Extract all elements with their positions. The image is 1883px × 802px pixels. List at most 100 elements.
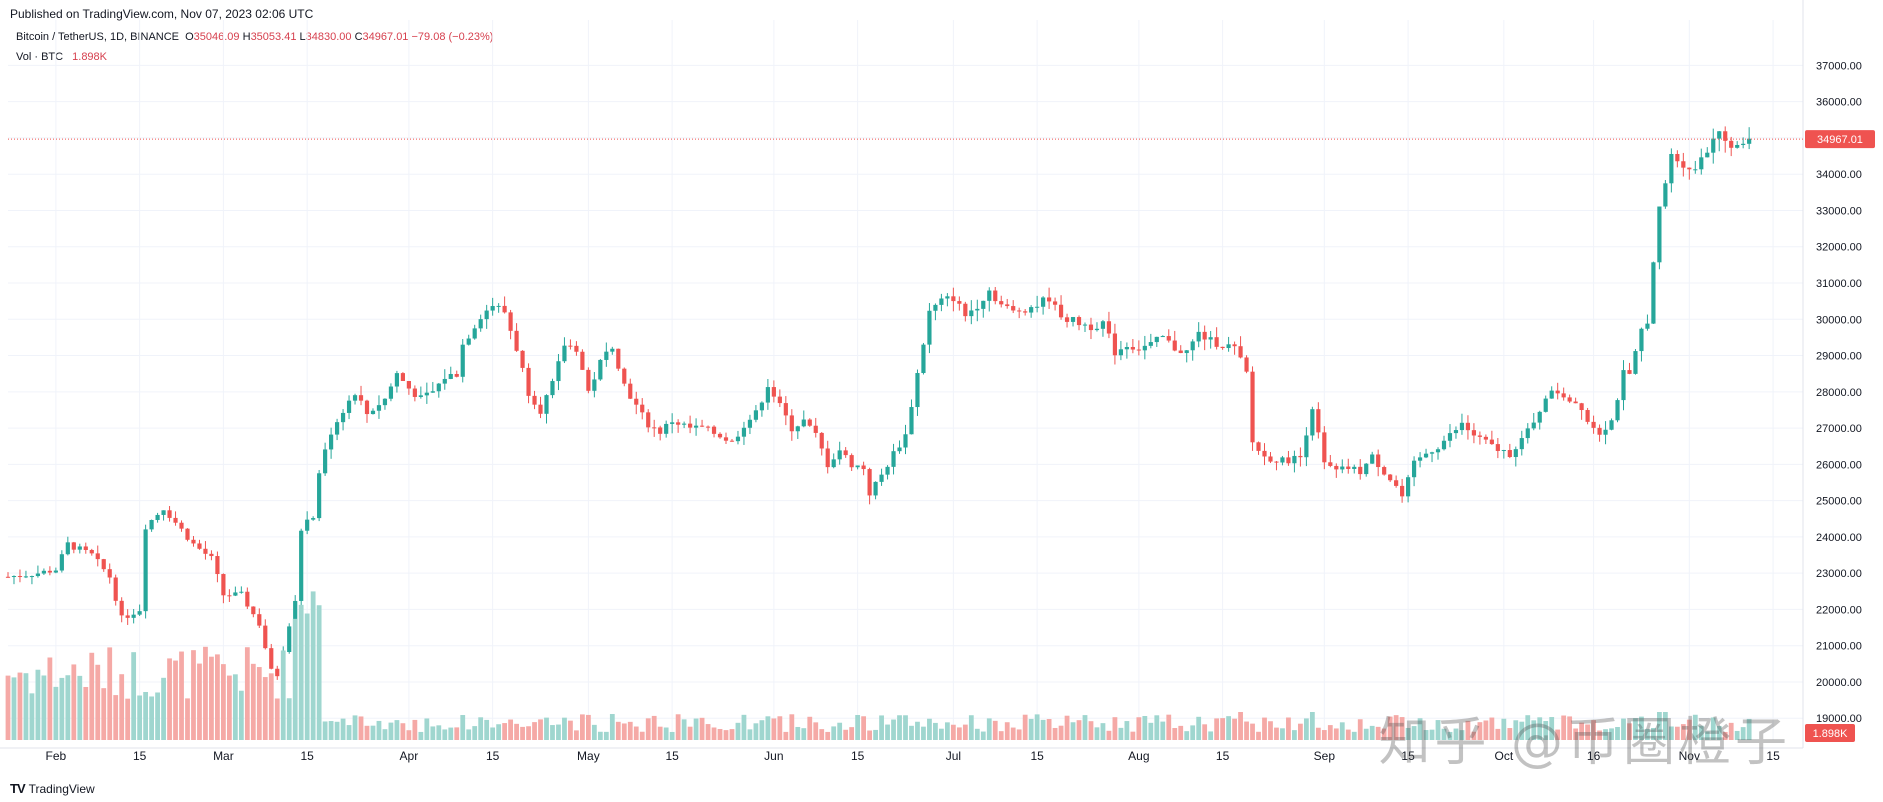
- candle-body: [329, 434, 334, 450]
- volume-bar: [1034, 714, 1040, 740]
- volume-bar: [765, 716, 771, 740]
- volume-bar: [1124, 721, 1130, 740]
- candle-body: [47, 570, 52, 573]
- candle-body: [1459, 422, 1465, 431]
- volume-bar: [125, 698, 131, 740]
- candle-body: [101, 559, 106, 570]
- volume-bar: [1232, 718, 1237, 740]
- candle-body: [352, 395, 358, 401]
- volume-bar: [801, 728, 807, 740]
- volume-bar: [1543, 721, 1549, 740]
- volume-bar: [1268, 721, 1273, 740]
- candle-body: [382, 398, 388, 406]
- candle-body: [1172, 340, 1177, 351]
- volume-bar: [328, 721, 334, 740]
- volume-bar: [849, 727, 855, 740]
- candle-body: [508, 312, 513, 331]
- candle-body: [1429, 452, 1435, 454]
- volume-bar: [406, 730, 412, 740]
- candle-body: [1088, 324, 1094, 331]
- candle-body: [1525, 428, 1530, 439]
- candle-body: [119, 600, 124, 616]
- candle-body: [1507, 450, 1512, 458]
- volume-bar: [939, 728, 944, 740]
- x-tick-label: Mar: [213, 749, 234, 763]
- candle-body: [825, 448, 830, 468]
- candle-body: [107, 569, 112, 578]
- volume-legend[interactable]: Vol · BTC 1.898K: [16, 51, 107, 63]
- candle-body: [53, 570, 58, 573]
- ohlc-close: 34967.01: [362, 31, 409, 43]
- candle-body: [1358, 466, 1363, 475]
- candle-body: [544, 395, 549, 414]
- candle-body: [1011, 306, 1016, 311]
- y-tick-label: 21000.00: [1816, 641, 1862, 653]
- candle-body: [1729, 140, 1734, 148]
- candle-body: [676, 422, 681, 425]
- volume-bar: [1615, 726, 1620, 740]
- candle-body: [340, 412, 346, 423]
- candle-body: [1411, 460, 1417, 478]
- volume-bar: [1465, 720, 1471, 740]
- candle-body: [610, 348, 615, 352]
- candle-body: [221, 574, 226, 596]
- volume-bar: [580, 714, 585, 740]
- watermark-text: 知乎 @币圈橙子: [1378, 713, 1791, 773]
- y-tick-label: 28000.00: [1816, 387, 1862, 399]
- candle-body: [1735, 144, 1740, 148]
- candle-body: [933, 304, 938, 311]
- candle-body: [59, 554, 64, 571]
- y-tick-label: 19000.00: [1816, 713, 1862, 725]
- candle-body: [717, 433, 723, 438]
- volume-bar: [1716, 726, 1722, 740]
- candle-body: [1723, 131, 1728, 141]
- candle-body: [89, 549, 94, 554]
- candle-body: [981, 300, 986, 309]
- candle-body: [161, 510, 166, 515]
- candle-body: [1555, 390, 1560, 394]
- volume-bar: [532, 722, 537, 740]
- candle-body: [759, 402, 764, 411]
- candle-body: [1316, 409, 1321, 433]
- footer-branding[interactable]: TV TradingView: [10, 781, 95, 796]
- candle-body: [616, 348, 621, 369]
- candle-body: [1651, 262, 1656, 324]
- candle-body: [442, 378, 447, 384]
- volume-bar: [562, 717, 567, 740]
- y-tick-label: 25000.00: [1816, 496, 1862, 508]
- candle-body: [693, 425, 699, 428]
- volume-bar: [1639, 716, 1644, 740]
- candle-body: [466, 338, 471, 345]
- candle-body: [1364, 463, 1369, 475]
- volume-bar: [1136, 717, 1142, 740]
- volume-bar: [1609, 728, 1614, 740]
- candle-body: [1501, 450, 1506, 452]
- candle-body: [233, 592, 238, 596]
- candle-body: [1286, 457, 1291, 464]
- candle-body: [1388, 474, 1393, 481]
- candle-body: [209, 553, 214, 557]
- volume-bar: [783, 731, 789, 740]
- candle-body: [1196, 331, 1201, 342]
- candle-body: [1058, 304, 1064, 318]
- volume-bar: [950, 724, 956, 740]
- candle-body: [711, 426, 717, 434]
- volume-bar: [1250, 723, 1255, 740]
- candle-body: [568, 345, 573, 347]
- volume-bar: [424, 718, 430, 740]
- candle-body: [765, 387, 770, 403]
- ohlc-open-label: O: [185, 31, 194, 43]
- x-tick-label: May: [577, 749, 600, 763]
- ohlc-low: 34830.00: [305, 31, 352, 43]
- candle-body: [640, 404, 645, 413]
- candle-body: [1094, 328, 1100, 331]
- candle-body: [747, 419, 753, 428]
- volume-bar: [1501, 718, 1507, 740]
- symbol-legend[interactable]: Bitcoin / TetherUS, 1D, BINANCE O35046.0…: [16, 31, 493, 43]
- candle-body: [891, 451, 896, 467]
- candle-body: [526, 367, 531, 396]
- volume-bar: [1645, 728, 1650, 740]
- volume-bar: [807, 716, 813, 740]
- candle-body: [334, 422, 340, 435]
